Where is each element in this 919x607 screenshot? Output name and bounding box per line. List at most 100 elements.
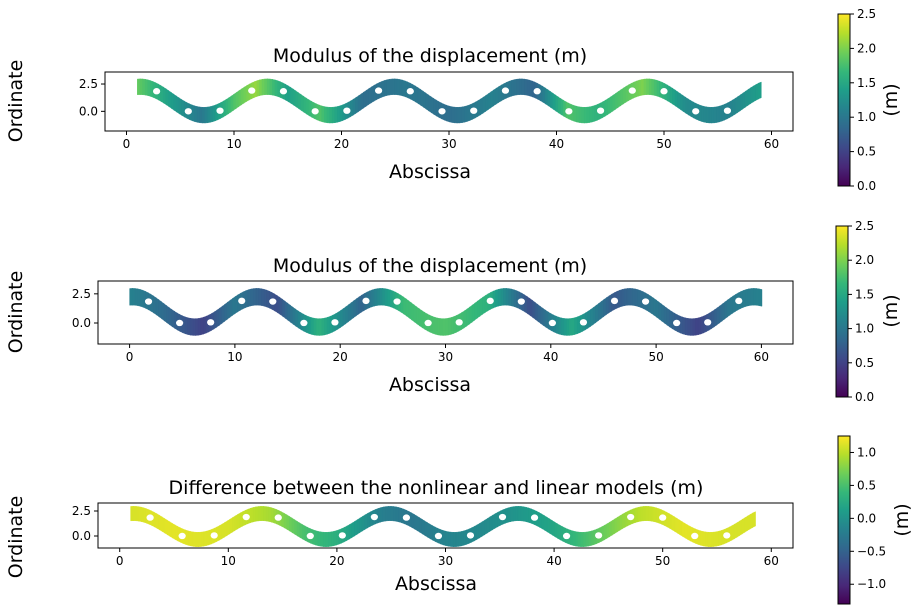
beam-cell: [749, 512, 754, 530]
beam-field: [129, 288, 763, 336]
beam-cell: [731, 523, 735, 541]
x-tick-label: 60: [764, 137, 779, 151]
beam-hole: [628, 87, 636, 94]
x-tick-label: 50: [655, 554, 670, 568]
beam-cell: [587, 309, 592, 329]
colorbar-tick-label: 1.0: [857, 445, 876, 459]
beam-cell: [229, 298, 234, 318]
beam-cell: [484, 518, 488, 535]
beam-cell: [468, 304, 473, 325]
beam-cell: [473, 524, 478, 542]
x-axis-label: Abscissa: [395, 573, 477, 595]
colorbar-tick-label: 0.0: [855, 390, 874, 404]
y-tick-label: 0.0: [79, 104, 98, 118]
beam-hole: [486, 297, 494, 305]
beam-hole: [659, 514, 667, 521]
colorbar-label: (m): [880, 294, 902, 327]
colorbar-tick-label: 0.0: [857, 179, 876, 193]
beam-cell: [218, 306, 223, 326]
beam-hole: [641, 298, 650, 305]
beam-cell: [729, 295, 734, 316]
beam-cell: [608, 293, 613, 314]
y-tick-label: 2.5: [72, 504, 91, 518]
beam-cell: [746, 514, 751, 531]
beam-cell: [479, 297, 484, 317]
beam-cell: [732, 294, 736, 314]
beam-cell: [757, 81, 762, 100]
beam-cell: [218, 523, 223, 541]
colorbar: [837, 435, 851, 605]
y-tick-label: 2.5: [72, 287, 91, 301]
beam-hole: [406, 88, 414, 95]
beam-cell: [353, 298, 357, 319]
beam-hole: [374, 87, 383, 94]
beam-cell: [474, 300, 478, 321]
beam-cell: [359, 516, 363, 533]
beam-cell: [606, 521, 611, 539]
beam-cell: [592, 305, 597, 325]
beam-cell: [348, 522, 353, 540]
beam-cell: [616, 515, 621, 533]
x-tick-label: 50: [656, 137, 671, 151]
beam-cell: [367, 511, 371, 529]
beam-cell: [711, 309, 715, 329]
beam-hole: [424, 319, 432, 327]
beam-cell: [203, 315, 207, 335]
beam-cell: [237, 512, 241, 530]
x-tick-label: 0: [123, 137, 131, 151]
beam-cell: [733, 522, 738, 539]
beam-cell: [326, 316, 331, 335]
beam-cell: [476, 523, 481, 540]
beam-hole: [548, 319, 556, 327]
beam-cell: [739, 519, 743, 536]
beam-cell: [476, 298, 481, 319]
beam-hole: [596, 107, 605, 114]
beam-cell: [466, 306, 470, 327]
x-tick-label: 30: [438, 554, 453, 568]
beam-cell: [486, 516, 491, 534]
beam-cell: [329, 315, 334, 334]
x-tick-label: 40: [543, 350, 558, 364]
beam-cell: [216, 308, 220, 328]
beam-cell: [716, 305, 721, 326]
beam-hole: [501, 87, 510, 94]
y-axis-label: Ordinate: [5, 271, 27, 354]
beam-hole: [455, 319, 463, 326]
beam-hole: [210, 532, 218, 539]
beam-hole: [470, 107, 478, 114]
beam-hole: [274, 514, 282, 521]
beam-hole: [279, 88, 288, 95]
beam-hole: [691, 532, 699, 540]
beam-cell: [597, 301, 602, 321]
beam-hole: [238, 297, 246, 305]
colorbar-tick-label: −0.5: [857, 544, 886, 558]
beam-cell: [361, 514, 366, 532]
beam-cell: [479, 521, 483, 539]
beam-hole: [144, 298, 153, 305]
beam-hole: [562, 532, 571, 540]
beam-cell: [226, 519, 231, 536]
beam-hole: [498, 513, 507, 521]
panel-title: Modulus of the displacement (m): [273, 255, 587, 277]
x-tick-label: 10: [226, 137, 241, 151]
beam-cell: [231, 515, 236, 533]
x-tick-label: 60: [754, 350, 769, 364]
beam-cell: [221, 522, 226, 539]
beam-hole: [735, 297, 743, 305]
beam-cell: [482, 295, 486, 315]
colorbar-tick-label: 0.0: [857, 511, 876, 525]
beam-field: [130, 506, 756, 547]
colorbar-tick-label: −1.0: [857, 577, 886, 591]
beam-cell: [724, 299, 728, 320]
colorbar-tick-label: 0.5: [857, 478, 876, 492]
beam-cell: [350, 300, 355, 321]
panel-title: Difference between the nonlinear and lin…: [169, 477, 704, 499]
colorbar-label: (m): [880, 83, 902, 116]
panel-title: Modulus of the displacement (m): [273, 45, 587, 67]
colorbar-label: (m): [891, 503, 913, 536]
x-axis-label: Abscissa: [389, 161, 471, 183]
beam-cell: [713, 307, 718, 328]
beam-hole: [434, 532, 443, 540]
beam-hole: [362, 297, 370, 305]
